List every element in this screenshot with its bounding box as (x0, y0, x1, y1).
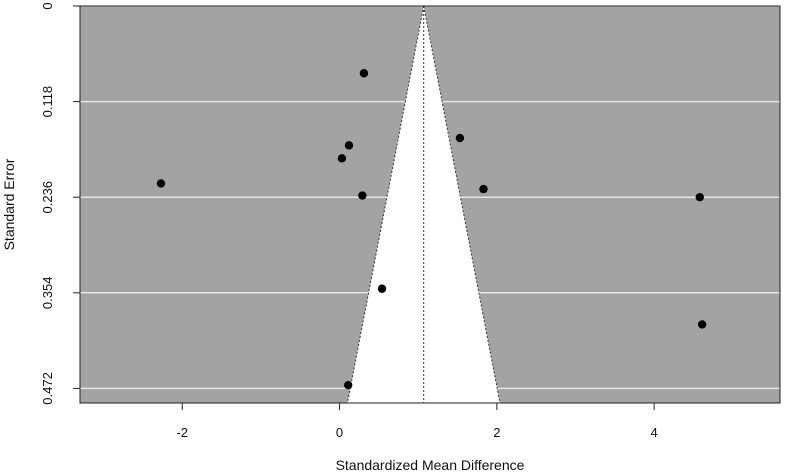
y-axis: 0 0.118 0.236 0.354 0.472 (40, 2, 80, 405)
data-point (337, 154, 347, 163)
data-point (695, 193, 704, 202)
data-point (344, 380, 353, 390)
y-tick-label: 0.236 (40, 181, 55, 214)
data-point (358, 191, 367, 200)
data-point (479, 184, 488, 194)
x-axis-label: Standardized Mean Difference (336, 457, 525, 473)
data-point (377, 284, 387, 293)
y-axis-label: Standard Error (1, 158, 17, 250)
x-tick-label: 4 (651, 425, 658, 440)
y-tick-label: 0.354 (40, 277, 55, 310)
data-point (344, 141, 354, 150)
funnel-right-edge (423, 5, 501, 404)
y-tick-label: 0.472 (40, 372, 55, 405)
data-point (156, 179, 166, 188)
data-point (359, 69, 369, 78)
data-point (697, 320, 707, 329)
y-tick-label: 0.118 (40, 86, 55, 118)
x-tick-label: -2 (176, 425, 188, 440)
x-axis: -2 0 2 4 (176, 403, 658, 440)
plot-border (79, 5, 781, 404)
data-point (455, 133, 465, 143)
x-tick-label: 0 (336, 425, 343, 440)
funnel-region (347, 6, 500, 403)
y-tick-label: 0 (40, 2, 55, 9)
plot-area (79, 5, 781, 404)
funnel-left-edge (346, 5, 425, 404)
x-tick-label: 2 (493, 425, 500, 440)
